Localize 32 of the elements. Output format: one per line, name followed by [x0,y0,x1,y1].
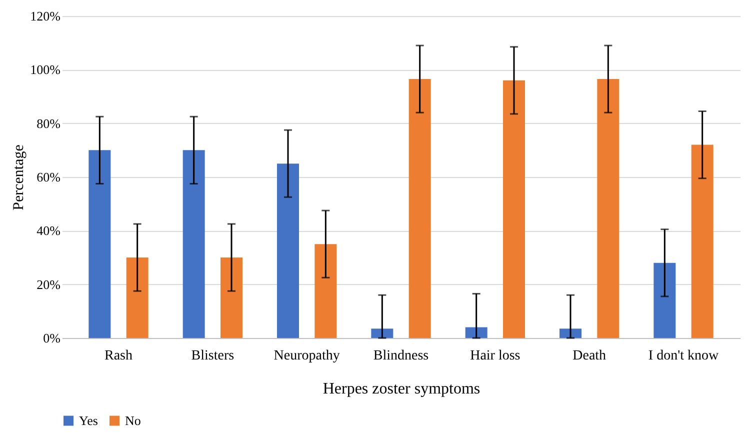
y-tick-label: 80% [36,116,61,131]
bar [597,79,620,338]
y-tick-label: 0% [43,330,61,346]
bar [503,80,525,338]
bar [277,164,299,338]
y-tick-label: 60% [36,170,61,184]
bar [182,150,205,338]
y-tick-label: 20% [36,276,61,292]
legend-label: Yes [79,412,98,428]
x-tick-label: Rash [104,348,132,364]
bar [691,144,714,338]
y-tick-label: 100% [30,62,61,78]
x-tick-label: Death [572,348,606,364]
bar [220,258,242,338]
x-tick-label: I don't know [648,348,720,364]
x-axis-title: Herpes zoster symptoms [322,380,480,398]
y-axis-title: Percentage [11,144,28,210]
bar [654,262,676,338]
x-tick-label: Blisters [191,348,234,364]
bar [465,327,488,338]
bar [560,328,582,338]
x-tick-label: Neuropathy [274,348,340,364]
legend-label: No [125,412,141,428]
x-tick-label: Hair loss [470,348,520,364]
bar [314,244,337,338]
bar [126,258,148,338]
y-tick-label: 40% [36,223,61,238]
bar [408,79,431,338]
y-tick-label: 120% [30,8,61,24]
bar [88,150,111,338]
x-tick-label: Blindness [373,348,429,364]
bar [371,328,394,338]
